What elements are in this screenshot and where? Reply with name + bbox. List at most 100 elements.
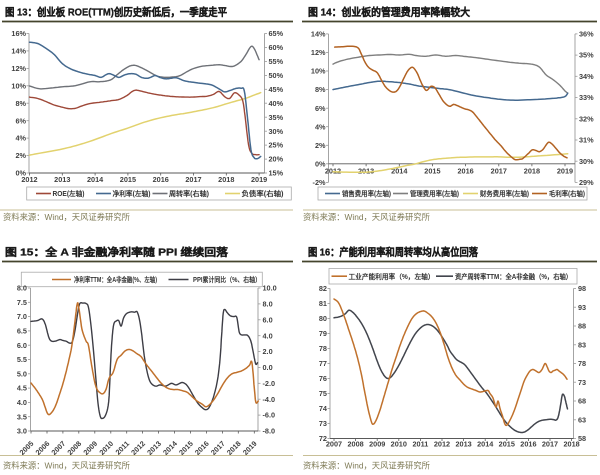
svg-text:8.0: 8.0 — [17, 284, 27, 293]
svg-text:0%: 0% — [15, 169, 26, 178]
svg-text:ROE(左轴): ROE(左轴) — [53, 189, 85, 198]
svg-text:销售费用率(左轴): 销售费用率(左轴) — [341, 189, 391, 198]
svg-text:55%: 55% — [269, 57, 284, 66]
svg-text:-4.0: -4.0 — [263, 395, 276, 404]
svg-text:58: 58 — [578, 434, 586, 443]
svg-text:14%: 14% — [11, 47, 26, 56]
svg-text:2016: 2016 — [153, 175, 169, 184]
svg-text:图 13：创业板 ROE(TTM)创历史新低后，一季度走平: 图 13：创业板 ROE(TTM)创历史新低后，一季度走平 — [5, 6, 227, 19]
svg-text:资料来源：Wind，天风证券研究所: 资料来源：Wind，天风证券研究所 — [3, 212, 130, 222]
svg-text:14%: 14% — [311, 30, 326, 39]
svg-text:净利率(左轴): 净利率(左轴) — [113, 189, 151, 198]
svg-text:-2%: -2% — [313, 178, 326, 187]
svg-text:0.0: 0.0 — [263, 363, 273, 372]
svg-text:2%: 2% — [315, 141, 326, 150]
svg-text:5.5: 5.5 — [17, 355, 27, 364]
svg-text:2015: 2015 — [499, 440, 515, 449]
svg-text:25%: 25% — [269, 141, 284, 150]
svg-text:2017: 2017 — [185, 175, 201, 184]
svg-text:0%: 0% — [315, 159, 326, 168]
svg-text:2012: 2012 — [129, 439, 147, 457]
svg-text:68: 68 — [578, 397, 586, 406]
svg-text:79: 79 — [319, 329, 327, 338]
svg-text:2.0: 2.0 — [263, 347, 273, 356]
svg-text:76: 76 — [319, 374, 327, 383]
svg-text:10.0: 10.0 — [263, 284, 277, 293]
svg-text:2014: 2014 — [87, 175, 104, 184]
svg-text:2017: 2017 — [209, 439, 227, 457]
svg-text:73: 73 — [319, 419, 327, 428]
svg-text:资料来源：Wind，天风证券研究所: 资料来源：Wind，天风证券研究所 — [303, 212, 430, 222]
svg-text:2013: 2013 — [54, 175, 70, 184]
svg-text:4.0: 4.0 — [17, 398, 27, 407]
svg-text:4.0: 4.0 — [263, 331, 273, 340]
svg-text:50%: 50% — [269, 71, 284, 80]
svg-text:10%: 10% — [11, 81, 26, 90]
svg-text:2008: 2008 — [347, 440, 363, 449]
svg-text:2015: 2015 — [177, 439, 195, 457]
svg-text:4.5: 4.5 — [17, 384, 27, 393]
svg-text:2008: 2008 — [65, 439, 83, 457]
svg-text:2013: 2013 — [145, 439, 163, 457]
svg-text:2012: 2012 — [21, 175, 37, 184]
svg-text:2005: 2005 — [18, 439, 36, 457]
svg-text:8%: 8% — [315, 85, 326, 94]
svg-text:2018: 2018 — [563, 440, 579, 449]
svg-text:8%: 8% — [15, 99, 26, 108]
svg-text:12%: 12% — [311, 48, 326, 57]
svg-text:34%: 34% — [579, 72, 594, 81]
svg-text:45%: 45% — [269, 85, 284, 94]
svg-text:20%: 20% — [269, 155, 284, 164]
svg-text:2019: 2019 — [557, 167, 573, 176]
svg-text:60%: 60% — [269, 43, 284, 52]
svg-text:2015: 2015 — [120, 175, 136, 184]
svg-text:2006: 2006 — [34, 439, 52, 457]
svg-text:12%: 12% — [11, 64, 26, 73]
svg-text:65%: 65% — [269, 29, 284, 38]
svg-text:6.5: 6.5 — [17, 327, 27, 336]
svg-text:7.0: 7.0 — [17, 312, 27, 321]
svg-text:2014: 2014 — [391, 167, 408, 176]
svg-text:2010: 2010 — [391, 440, 407, 449]
svg-text:2012: 2012 — [434, 440, 450, 449]
svg-text:78: 78 — [319, 344, 327, 353]
svg-text:2010: 2010 — [97, 439, 115, 457]
svg-text:图 15：全 A 非金融净利率随 PPI 继续回落: 图 15：全 A 非金融净利率随 PPI 继续回落 — [5, 246, 229, 259]
svg-text:15%: 15% — [269, 169, 284, 178]
svg-text:4%: 4% — [315, 122, 326, 131]
svg-text:82: 82 — [319, 284, 327, 293]
svg-text:73: 73 — [578, 378, 586, 387]
svg-text:74: 74 — [319, 404, 328, 413]
svg-text:75: 75 — [319, 389, 327, 398]
svg-text:-2.0: -2.0 — [263, 379, 276, 388]
svg-text:10%: 10% — [311, 67, 326, 76]
svg-text:2018: 2018 — [225, 439, 243, 457]
svg-text:4%: 4% — [15, 134, 26, 143]
svg-text:2017: 2017 — [491, 167, 507, 176]
svg-text:33%: 33% — [579, 93, 594, 102]
svg-text:2016: 2016 — [520, 440, 536, 449]
svg-text:2007: 2007 — [49, 439, 67, 457]
svg-text:8.0: 8.0 — [263, 300, 273, 309]
svg-text:2018: 2018 — [524, 167, 540, 176]
svg-text:6.0: 6.0 — [263, 315, 273, 324]
svg-text:资料来源：Wind，天风证券研究所: 资料来源：Wind，天风证券研究所 — [3, 461, 130, 471]
svg-text:3.0: 3.0 — [17, 427, 27, 436]
svg-text:2019: 2019 — [251, 175, 267, 184]
svg-text:2014: 2014 — [161, 438, 180, 457]
svg-text:-6.0: -6.0 — [263, 411, 276, 420]
svg-text:图 14：创业板的管理费用率降幅较大: 图 14：创业板的管理费用率降幅较大 — [308, 6, 470, 19]
svg-text:2015: 2015 — [424, 167, 440, 176]
svg-text:2019: 2019 — [241, 439, 259, 457]
svg-text:2009: 2009 — [81, 439, 99, 457]
svg-text:资产周转率TTM：全A非金融（%，右轴）: 资产周转率TTM：全A非金融（%，右轴） — [455, 272, 572, 281]
svg-text:35%: 35% — [269, 113, 284, 122]
svg-text:毛利率(右轴): 毛利率(右轴) — [549, 189, 585, 198]
svg-text:图 16：产能利用率和周转率均从高位回落: 图 16：产能利用率和周转率均从高位回落 — [308, 246, 478, 259]
svg-text:6.0: 6.0 — [17, 341, 27, 350]
svg-text:2%: 2% — [15, 151, 26, 160]
svg-text:2018: 2018 — [218, 175, 234, 184]
svg-text:7.5: 7.5 — [17, 298, 27, 307]
svg-text:工业产能利用率（%，左轴）: 工业产能利用率（%，左轴） — [349, 272, 435, 281]
svg-text:63: 63 — [578, 415, 586, 424]
